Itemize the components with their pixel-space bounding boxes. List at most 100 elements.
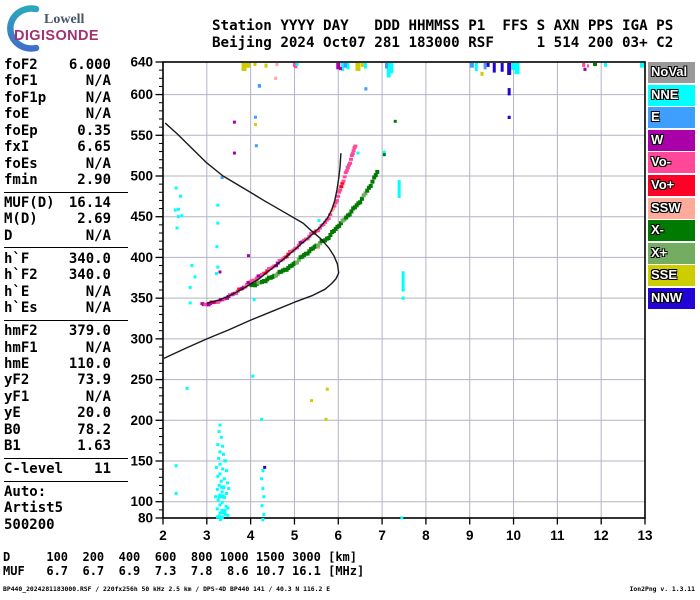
- param-row: M(D) 2.69: [4, 211, 128, 227]
- param-row: Auto:: [4, 484, 128, 500]
- o-trace-dot: [348, 157, 353, 161]
- param-label: yF2: [4, 372, 30, 389]
- param-value: N/A: [85, 339, 111, 356]
- sporadic-dots: [382, 153, 386, 157]
- param-value: 340.0: [68, 267, 111, 284]
- o-trace-dot: [326, 217, 331, 221]
- top-edge-marks: [264, 63, 268, 68]
- sporadic-dots: [232, 151, 236, 155]
- top-edge-marks: [593, 63, 598, 67]
- x-trace-dot: [295, 260, 300, 265]
- y-tick-label: 450: [130, 209, 153, 224]
- top-edge-marks: [582, 63, 586, 67]
- o-trace-dot: [331, 207, 336, 211]
- x-tick-label: 3: [203, 528, 211, 543]
- y-tick-label: 100: [130, 494, 153, 509]
- top-edge-marks: [500, 63, 504, 72]
- e-region-cluster: [217, 456, 221, 460]
- param-value: 6.65: [77, 139, 111, 156]
- o-trace-dot: [323, 220, 328, 224]
- param-value: 379.0: [68, 323, 111, 340]
- sporadic-dots: [253, 123, 257, 127]
- x-trace-dot: [337, 223, 342, 228]
- param-value: 6.000: [68, 57, 111, 73]
- top-edge-marks: [360, 63, 364, 67]
- param-label: h`Es: [4, 300, 38, 317]
- sporadic-dots: [356, 151, 360, 155]
- o-trace-dot: [344, 169, 349, 173]
- panel-divider: [4, 319, 128, 321]
- param-value: N/A: [85, 155, 111, 172]
- sporadic-dots: [317, 246, 321, 250]
- top-edge-marks: [336, 63, 341, 70]
- sporadic-dots: [193, 275, 197, 279]
- sporadic-dots: [176, 207, 180, 211]
- param-label: B1: [4, 438, 21, 455]
- param-row: foF2 6.000: [4, 57, 128, 73]
- param-row: B0 78.2: [4, 422, 128, 438]
- param-label: hmF1: [4, 339, 38, 356]
- sporadic-dots: [317, 219, 321, 223]
- param-label: fxI: [4, 139, 30, 156]
- top-edge-marks: [246, 63, 251, 68]
- param-row: foF1 N/A: [4, 73, 128, 89]
- x-trace-dot: [347, 212, 352, 217]
- o-trace-dot: [350, 152, 355, 156]
- param-value: N/A: [85, 89, 111, 106]
- param-value: 0.35: [77, 122, 111, 139]
- param-row: foE N/A: [4, 106, 128, 122]
- top-edge-marks: [295, 63, 299, 67]
- x-trace-dot: [333, 226, 338, 231]
- sporadic-dots: [324, 417, 328, 421]
- sporadic-dots: [188, 285, 192, 289]
- o-trace-dot: [336, 194, 341, 198]
- param-label: fmin: [4, 172, 38, 189]
- top-edge-marks: [587, 64, 590, 68]
- sporadic-dots: [232, 120, 236, 124]
- top-edge-marks: [338, 66, 342, 71]
- e-region-cluster: [221, 444, 225, 448]
- x-trace-dot: [365, 188, 370, 193]
- param-label: C-level: [4, 461, 64, 478]
- sporadic-dots: [174, 491, 178, 495]
- param-value: 16.14: [68, 195, 111, 211]
- param-label: MUF(D): [4, 195, 55, 211]
- param-label: hmE: [4, 355, 30, 372]
- param-row: fmin 2.90: [4, 172, 128, 188]
- legend-item-x: X-: [648, 220, 695, 242]
- x-trace-dot: [370, 179, 375, 184]
- legend-item-noval: NoVal: [648, 62, 695, 83]
- x-trace-dot: [328, 233, 333, 238]
- x-trace-dot: [326, 236, 331, 241]
- x-trace-dot: [359, 196, 364, 201]
- param-value: N/A: [85, 388, 111, 405]
- top-edge-marks: [363, 63, 367, 69]
- param-row: C-level 11: [4, 461, 128, 477]
- param-label: h`F: [4, 250, 30, 267]
- sporadic-dots: [185, 386, 189, 390]
- sporadic-dots: [252, 298, 256, 302]
- e-region-cluster-2: [260, 417, 264, 421]
- param-label: h`F2: [4, 267, 38, 284]
- o-trace-dot: [338, 188, 343, 192]
- y-tick-label: 200: [130, 413, 153, 428]
- param-row: foF1p N/A: [4, 90, 128, 106]
- panel-divider: [4, 191, 128, 193]
- legend-item-nnw: NNW: [648, 287, 695, 309]
- param-value: 78.2: [77, 421, 111, 438]
- x-tick-label: 2: [159, 528, 167, 543]
- sporadic-dots: [220, 176, 224, 179]
- param-row: yF2 73.9: [4, 372, 128, 388]
- e-region-cluster: [221, 452, 225, 456]
- panel-divider: [4, 457, 128, 459]
- sporadic-dots: [507, 88, 511, 96]
- o-trace-dot: [244, 283, 249, 287]
- top-edge-marks: [639, 63, 644, 68]
- o-trace-dot: [352, 146, 357, 150]
- e-region-cluster: [218, 503, 222, 507]
- x-trace-dot: [375, 169, 380, 174]
- x-trace-dot: [358, 200, 363, 205]
- x-trace-dot: [307, 249, 312, 254]
- param-row: h`E N/A: [4, 284, 128, 300]
